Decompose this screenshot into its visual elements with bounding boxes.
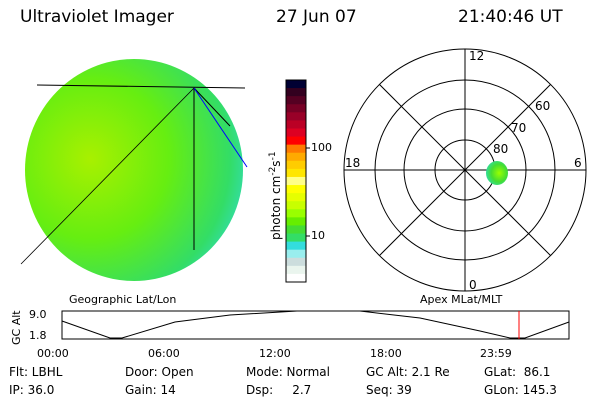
altitude-plot-frame [61, 310, 570, 340]
colorbar-segment [286, 193, 306, 202]
instrument-title: Ultraviolet Imager [20, 7, 174, 27]
filter-info: Flt: LBHL [9, 365, 63, 379]
colorbar-segment [286, 104, 306, 113]
colorbar-segment [286, 152, 306, 162]
door-info: Door: Open [125, 365, 194, 379]
ip-info: IP: 36.0 [9, 383, 55, 397]
dsp-info: Dsp: 2.7 [246, 383, 312, 397]
colorbar-segment [286, 233, 306, 243]
colorbar-segment [286, 176, 306, 186]
grid-line [193, 87, 231, 127]
colorbar-segment [286, 144, 306, 154]
colorbar-segment [286, 80, 306, 89]
ytick-max: 9.0 [29, 308, 47, 321]
mlt-0: 0 [469, 278, 477, 292]
colorbar-segment [286, 241, 306, 251]
grid-line [36, 84, 246, 89]
gc-alt-info: GC Alt: 2.1 Re [366, 365, 450, 379]
glat-info: GLat: 86.1 [484, 365, 551, 379]
colorbar-ticks [306, 147, 310, 237]
colorbar-segment [286, 128, 306, 138]
mode-info: Mode: Normal [246, 365, 330, 379]
altitude-curve [61, 310, 570, 339]
earth-disk [25, 59, 243, 281]
ytick-min: 1.8 [29, 329, 47, 342]
colorbar-frame [285, 79, 307, 283]
colorbar-segment [286, 225, 306, 235]
date-label: 27 Jun 07 [276, 7, 357, 27]
colorbar-segment [286, 136, 306, 146]
colorbar-tick-10: 10 [311, 229, 325, 242]
colorbar-segment [286, 249, 306, 259]
auroral-emission [486, 161, 508, 185]
colorbar-segment [286, 120, 306, 129]
colorbar-segment [286, 209, 306, 218]
colorbar-segment [286, 273, 306, 283]
colorbar-tick-100: 100 [311, 141, 332, 154]
colorbar-segment [286, 201, 306, 210]
colorbar-segment [286, 160, 306, 170]
gain-info: Gain: 14 [125, 383, 176, 397]
geographic-label: Geographic Lat/Lon [69, 293, 176, 306]
colorbar-segment [286, 257, 306, 267]
colorbar-segment [286, 168, 306, 178]
mlt-6: 6 [574, 156, 582, 170]
xtick: 12:00 [259, 347, 291, 360]
colorbar-segment [286, 217, 306, 226]
colorbar-segment [286, 265, 306, 275]
lat-60: 60 [535, 99, 550, 113]
xtick: 18:00 [370, 347, 402, 360]
mlt-18: 18 [345, 156, 360, 170]
xtick: 00:00 [37, 347, 69, 360]
mlt-12: 12 [469, 49, 484, 63]
colorbar-segment [286, 96, 306, 105]
glon-info: GLon: 145.3 [484, 383, 557, 397]
grid-line [20, 87, 195, 265]
gc-alt-axis-label: GC Alt [10, 310, 23, 345]
polar-plot [343, 48, 587, 292]
lat-80: 80 [493, 142, 508, 156]
seq-info: Seq: 39 [366, 383, 412, 397]
colorbar-label: photon cm-2s-1 [268, 151, 283, 240]
colorbar-segment [286, 185, 306, 194]
time-label: 21:40:46 UT [458, 7, 563, 27]
xtick: 06:00 [148, 347, 180, 360]
xtick: 23:59 [480, 347, 512, 360]
apex-label: Apex MLat/MLT [420, 293, 503, 306]
lat-70: 70 [511, 121, 526, 135]
footprint-line [193, 87, 248, 168]
globe-image [20, 59, 248, 281]
colorbar-segment [286, 112, 306, 121]
colorbar [286, 80, 306, 283]
colorbar-segment [286, 88, 306, 97]
